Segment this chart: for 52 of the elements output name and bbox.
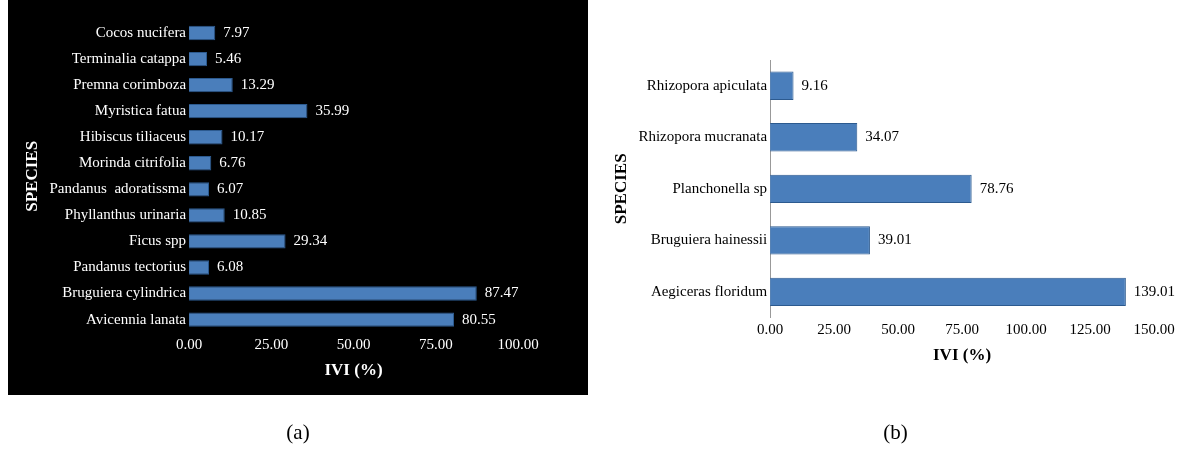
y-axis-title: SPECIES <box>610 153 630 225</box>
y-tick-label: Ficus spp <box>128 232 187 249</box>
y-tick-label: Rhizopora apiculata <box>646 76 768 93</box>
data-label: 6.08 <box>217 258 244 275</box>
x-tick-label: 100.00 <box>497 335 539 352</box>
x-tick-label: 100.00 <box>1005 320 1047 337</box>
y-tick-label: Planchonella sp <box>672 179 768 196</box>
data-label: 10.17 <box>230 128 265 145</box>
data-label: 6.76 <box>219 154 247 171</box>
data-label: 139.01 <box>1133 282 1176 299</box>
y-tick-label: Pandanus tectorius <box>73 258 187 275</box>
y-tick-label: Bruguiera hainessii <box>650 231 768 248</box>
data-label: 87.47 <box>484 284 520 301</box>
y-tick-label: Avicennia lanata <box>85 310 187 327</box>
x-tick-label: 0.00 <box>756 320 784 337</box>
data-label: 13.29 <box>240 76 275 93</box>
x-axis-title: IVI (%) <box>324 360 383 380</box>
y-tick-label: Premna corimboza <box>73 76 187 93</box>
y-tick-label: Pandanus adoratissma <box>49 180 187 197</box>
y-tick-label: Terminalia catappa <box>71 50 187 67</box>
x-tick-label: 125.00 <box>1069 320 1111 337</box>
x-tick-label: 150.00 <box>1133 320 1175 337</box>
y-tick-label: Aegiceras floridum <box>650 282 768 299</box>
data-label: 39.01 <box>877 231 912 248</box>
y-tick-label: Bruguiera cylindrica <box>62 284 187 301</box>
x-tick-label: 75.00 <box>418 335 453 352</box>
data-label: 6.07 <box>217 180 244 197</box>
text: (b) <box>882 420 909 445</box>
text: (a) <box>285 420 311 445</box>
x-tick-label: 25.00 <box>254 335 289 352</box>
data-label: 9.16 <box>801 76 829 93</box>
y-tick-label: Phyllanthus urinaria <box>64 206 187 223</box>
data-label: 5.46 <box>215 50 242 67</box>
x-tick-label: 25.00 <box>817 320 851 337</box>
y-axis-title: SPECIES <box>21 140 41 212</box>
y-tick-label: Morinda citrifolia <box>78 154 187 171</box>
x-axis-title: IVI (%) <box>933 345 992 365</box>
y-tick-label: Hibiscus tiliaceus <box>79 128 187 145</box>
y-tick-label: Myristica fatua <box>94 102 187 119</box>
x-tick-label: 0.00 <box>175 335 203 352</box>
y-tick-label: Cocos nucifera <box>95 23 187 40</box>
data-label: 10.85 <box>232 206 267 223</box>
y-tick-label: Rhizopora mucranata <box>638 128 768 145</box>
data-label: 29.34 <box>293 232 328 249</box>
data-label: 7.97 <box>223 23 251 40</box>
data-label: 78.76 <box>979 179 1014 196</box>
x-tick-label: 75.00 <box>945 320 979 337</box>
x-tick-label: 50.00 <box>336 335 371 352</box>
data-label: 34.07 <box>865 128 900 145</box>
data-label: 35.99 <box>315 102 350 119</box>
data-label: 80.55 <box>462 310 496 327</box>
x-tick-label: 50.00 <box>881 320 915 337</box>
